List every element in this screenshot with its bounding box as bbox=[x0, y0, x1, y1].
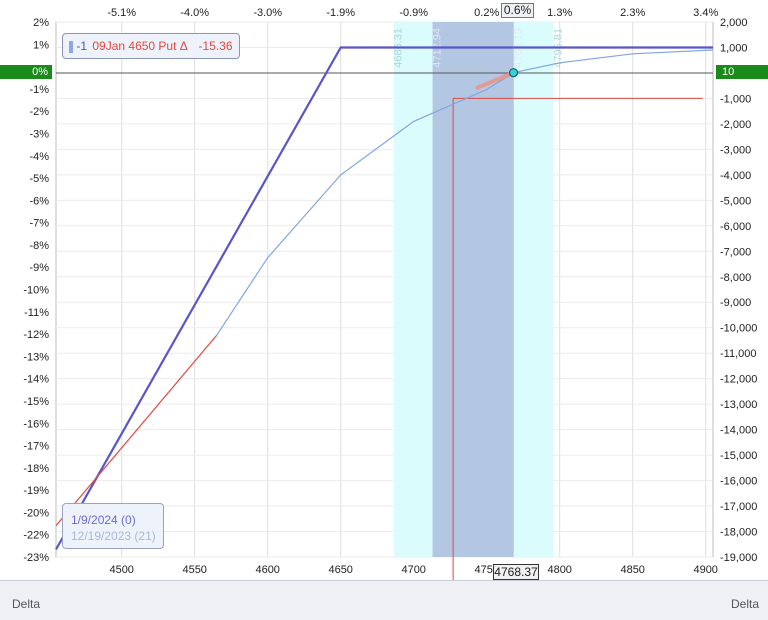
x-tick-label: 4700 bbox=[401, 564, 425, 576]
grid bbox=[55, 21, 714, 558]
left-tick-label: -13% bbox=[23, 351, 49, 363]
left-tick-label: -16% bbox=[23, 418, 49, 430]
left-tick-label: -6% bbox=[29, 195, 49, 207]
position-description: 09Jan 4650 Put Δ bbox=[92, 39, 188, 53]
top-tick-label: 1.3% bbox=[547, 7, 572, 19]
right-tick-label: -11,000 bbox=[720, 348, 757, 360]
right-tick-label: -17,000 bbox=[720, 501, 757, 513]
right-tick-label: -4,000 bbox=[720, 170, 751, 182]
x-tick-label: 4600 bbox=[255, 564, 279, 576]
current-percent-badge: 0.6% bbox=[501, 3, 534, 18]
current-date-label: 12/19/2023 (21) bbox=[71, 529, 156, 543]
expiration-line bbox=[55, 46, 713, 550]
t0-curve bbox=[216, 49, 714, 336]
inner-range-band bbox=[432, 22, 514, 557]
x-tick-label: 4650 bbox=[328, 564, 352, 576]
left-tick-label: -12% bbox=[23, 329, 49, 341]
left-tick-label: -8% bbox=[29, 240, 49, 252]
right-tick-label: -18,000 bbox=[720, 527, 757, 539]
right-tick-label: -2,000 bbox=[720, 119, 751, 131]
top-tick-label: -0.9% bbox=[399, 7, 428, 19]
right-tick-label: 2,000 bbox=[720, 17, 748, 29]
plot-area bbox=[55, 21, 714, 558]
expiration-date-label: 1/9/2024 (0) bbox=[71, 513, 136, 527]
left-tick-label: -22% bbox=[23, 530, 49, 542]
right-tick-label: -9,000 bbox=[720, 297, 751, 309]
position-legend[interactable]: -1 09Jan 4650 Put Δ -15.36 bbox=[62, 33, 240, 59]
left-tick-label: -14% bbox=[23, 374, 49, 386]
top-tick-label: -4.0% bbox=[180, 7, 209, 19]
left-tick-label: -7% bbox=[29, 218, 49, 230]
top-tick-label: 0.2% bbox=[474, 7, 499, 19]
spot-marker bbox=[508, 68, 519, 78]
top-tick-label: -3.0% bbox=[253, 7, 282, 19]
left-tick-label: -15% bbox=[23, 396, 49, 408]
position-delta-value: -15.36 bbox=[198, 39, 233, 53]
right-tick-label: -1,000 bbox=[720, 93, 751, 105]
top-tick-label: 2.3% bbox=[620, 7, 645, 19]
left-tick-label: -11% bbox=[24, 307, 49, 319]
left-tick-label: -23% bbox=[23, 552, 49, 564]
right-tick-label: -12,000 bbox=[720, 374, 757, 386]
left-tick-label: -3% bbox=[29, 128, 49, 140]
x-tick-label: 4850 bbox=[620, 564, 644, 576]
left-tick-label: -10% bbox=[23, 285, 49, 297]
spot-price-badge: 4768.37 bbox=[493, 564, 539, 580]
delta-label-left: Delta bbox=[12, 597, 41, 611]
right-tick-label: -15,000 bbox=[720, 450, 757, 462]
delta-label-right: Delta bbox=[731, 597, 760, 611]
x-tick-label: 4900 bbox=[693, 564, 717, 576]
payoff-lines bbox=[55, 22, 714, 590]
right-tick-label: -7,000 bbox=[720, 246, 751, 258]
x-tick-label: 4500 bbox=[109, 564, 133, 576]
position-qty: -1 bbox=[76, 39, 88, 53]
left-tick-label: 1% bbox=[33, 39, 49, 51]
x-tick-label: 4750 bbox=[474, 564, 498, 576]
right-tick-label: -5,000 bbox=[720, 195, 751, 207]
x-tick-label: 4800 bbox=[547, 564, 571, 576]
left-tick-label: -20% bbox=[23, 507, 49, 519]
left-tick-label: -19% bbox=[23, 485, 49, 497]
left-tick-label: -17% bbox=[23, 441, 49, 453]
left-tick-label: 2% bbox=[33, 17, 49, 29]
delta-strip: Delta Delta bbox=[0, 580, 768, 620]
date-legend[interactable]: 1/9/2024 (0) 12/19/2023 (21) bbox=[62, 503, 164, 549]
left-tick-label: -1% bbox=[29, 84, 49, 96]
right-tick-label: -14,000 bbox=[720, 425, 757, 437]
expected-move-bands: 4686.31 4712.94 4768.19 4795.81 bbox=[393, 22, 565, 557]
right-tick-label: -8,000 bbox=[720, 272, 751, 284]
axes: 4500 -5.1% 4550 -4.0% 4600 -3.0% 4650 -1.9% 4700… bbox=[23, 7, 757, 576]
left-tick-label: -2% bbox=[29, 106, 49, 118]
zero-right-badge: 10 bbox=[716, 65, 768, 79]
left-tick-label: -4% bbox=[29, 151, 49, 163]
top-tick-label: -1.9% bbox=[326, 7, 355, 19]
delta-tangent-line bbox=[55, 334, 218, 527]
right-tick-label: -13,000 bbox=[720, 399, 757, 411]
right-tick-label: -3,000 bbox=[720, 144, 751, 156]
right-tick-label: -6,000 bbox=[720, 221, 751, 233]
right-tick-label: 1,000 bbox=[720, 42, 748, 54]
top-tick-label: 3.4% bbox=[693, 7, 718, 19]
right-tick-label: -16,000 bbox=[720, 476, 757, 488]
x-tick-label: 4550 bbox=[182, 564, 206, 576]
left-tick-label: -9% bbox=[29, 262, 49, 274]
position-marker-icon bbox=[69, 40, 73, 53]
left-tick-label: -5% bbox=[29, 173, 49, 185]
zero-left-badge: 0% bbox=[0, 65, 52, 79]
right-tick-label: -10,000 bbox=[720, 323, 757, 335]
spot-tangent bbox=[475, 70, 516, 90]
right-tick-label: -19,000 bbox=[720, 552, 757, 564]
left-tick-label: -18% bbox=[23, 463, 49, 475]
top-tick-label: -5.1% bbox=[107, 7, 136, 19]
